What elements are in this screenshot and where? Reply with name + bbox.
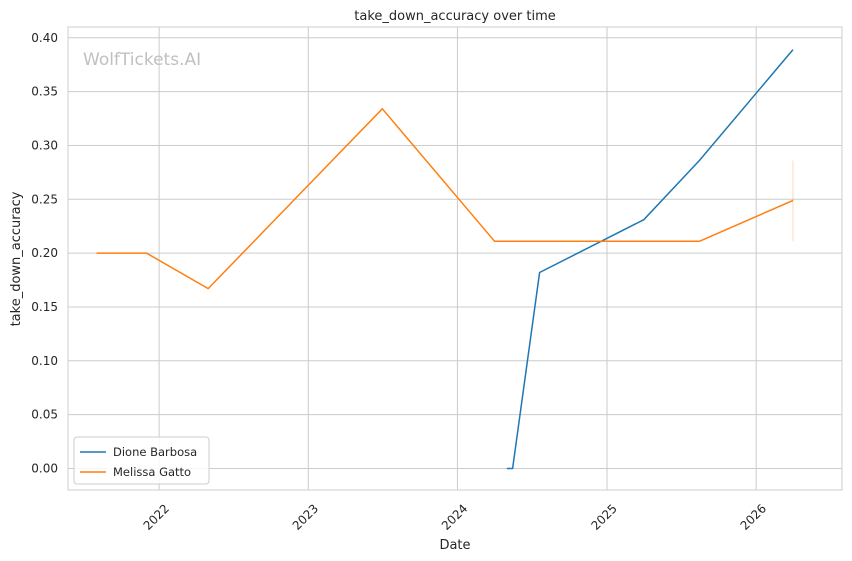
y-tick-label: 0.40 [31, 31, 58, 45]
y-tick-label: 0.35 [31, 85, 58, 99]
legend-label: Melissa Gatto [113, 465, 191, 479]
y-tick-labels: 0.00 0.05 0.10 0.15 0.20 0.25 0.30 0.35 0.40 [31, 31, 58, 476]
series-lines [96, 49, 794, 470]
y-tick-label: 0.20 [31, 246, 58, 260]
x-axis-label: Date [439, 538, 470, 553]
legend: Dione Barbosa Melissa Gatto [73, 436, 210, 485]
legend-box [73, 436, 210, 485]
series-line [96, 108, 794, 290]
y-tick-label: 0.30 [31, 138, 58, 152]
y-tick-label: 0.05 [31, 408, 58, 422]
grid [68, 27, 842, 490]
chart-title: take_down_accuracy over time [354, 9, 555, 24]
watermark: WolfTickets.AI [83, 50, 201, 70]
y-axis-label: take_down_accuracy [9, 191, 24, 326]
plot-frame [67, 26, 843, 491]
legend-label: Dione Barbosa [113, 445, 197, 459]
series-line [506, 49, 794, 470]
y-tick-label: 0.25 [31, 192, 58, 206]
y-tick-label: 0.15 [31, 300, 58, 314]
y-tick-label: 0.00 [31, 461, 58, 475]
y-tick-label: 0.10 [31, 354, 58, 368]
